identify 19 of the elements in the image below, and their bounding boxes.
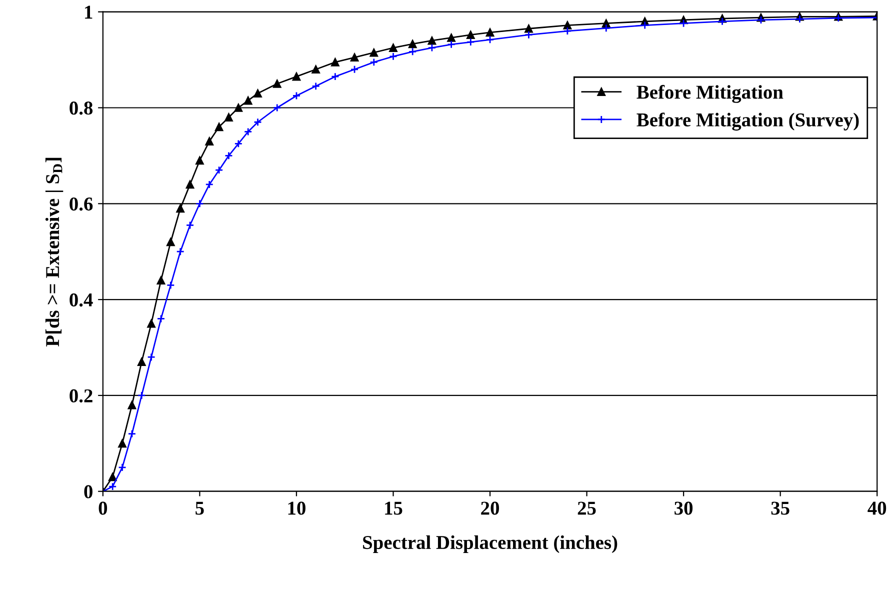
x-tick-label: 40 [868,502,886,515]
x-tick-label: 5 [196,502,204,515]
x-tick-label: 20 [481,502,499,515]
y-axis-title: P[ds >= Extensive | S$_{D}$] [45,158,64,347]
y-tick-label: 0 [84,485,92,498]
x-tick-label: 30 [674,502,693,515]
legend-label: Before Mitigation (Survey) [636,112,859,131]
y-tick-label: 0.6 [70,197,93,211]
y-tick-label: 0.8 [70,102,93,115]
y-tick-label: 0.4 [70,293,93,307]
y-tick-label: 1 [85,6,92,19]
x-tick-label: 25 [578,502,596,515]
x-tick-label: 0 [98,502,108,515]
x-axis-title: Spectral Displacement (inches) [363,535,618,554]
x-tick-label: 15 [385,502,402,515]
x-tick-label: 10 [288,502,306,515]
legend-label: Before Mitigation [636,84,784,103]
y-tick-label: 0.2 [70,389,92,402]
x-tick-label: 35 [771,502,790,515]
